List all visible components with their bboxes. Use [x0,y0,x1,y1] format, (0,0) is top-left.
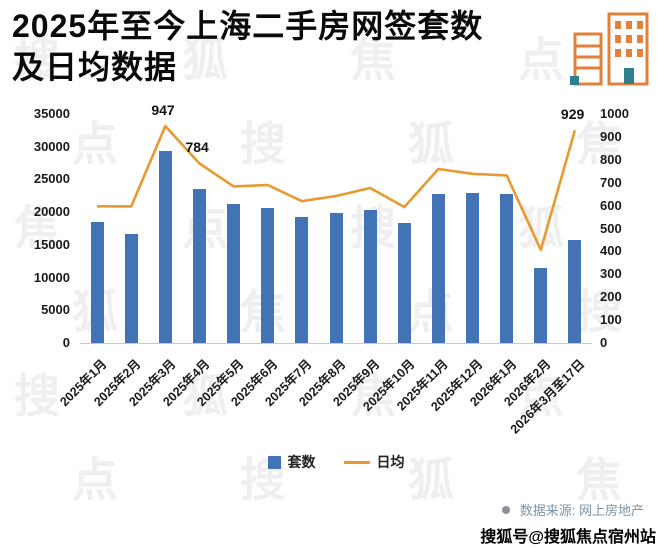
bar-series-column [431,193,445,343]
bar-series-column [534,268,548,343]
right-axis-tick: 700 [600,174,622,190]
page-title: 2025年至今上海二手房网签套数 及日均数据 [12,6,483,88]
bar-series-column [568,239,582,343]
left-axis: 0 5000 10000 15000 20000 25000 30000 35000 [0,106,72,350]
right-axis-tick: 1000 [600,106,629,121]
legend-bar-label: 套数 [287,454,316,470]
plot-area: 947 784 929 [80,102,592,344]
bar-series-column [124,233,138,343]
right-axis-tick: 0 [600,335,608,350]
data-source-label: 数据来源: 网上房地产 [519,503,644,518]
bar-series-column [295,217,309,343]
right-axis-tick: 200 [600,289,622,305]
x-axis: 2025年1月 2025年2月 2025年3月 2025年4月 2025年5月 2025年… [58,348,592,458]
data-source: 数据来源: 网上房地产 [501,500,644,519]
right-axis-tick: 300 [600,266,622,282]
left-axis-tick: 35000 [33,106,70,121]
line-point-label: 947 [151,102,175,119]
bar-series-column [363,210,377,343]
left-axis-tick: 25000 [33,171,70,187]
page-title-line1: 2025年至今上海二手房网签套数 [12,8,484,44]
right-axis-tick: 100 [600,312,622,328]
chart-legend: 套数 日均 [80,452,592,472]
sohu-account: 搜狐号@搜狐焦点宿州站 [480,529,656,546]
bar-series-column [500,194,514,343]
right-axis-tick: 500 [600,220,622,236]
left-axis-tick: 20000 [33,204,70,220]
line-point-label: 929 [560,106,585,123]
buildings-icon [570,12,649,86]
line-series [97,124,577,252]
left-axis-tick: 30000 [33,138,70,154]
bar-series-column [227,204,241,343]
right-axis-tick: 900 [600,128,622,144]
left-axis-tick: 10000 [33,269,70,285]
bar-series-column [90,221,104,343]
right-axis-tick: 400 [600,243,622,259]
bar-series-column [158,150,172,343]
right-axis-tick: 600 [600,197,622,213]
bar-series-column [466,193,480,343]
line-point-label: 784 [185,139,209,156]
bar-series-column [329,212,343,343]
page-title-line2: 及日均数据 [12,48,178,85]
right-axis: 0 100 200 300 400 500 600 700 800 900 1000 [600,106,658,350]
bar-series-column [397,222,411,343]
bar-series-column [261,207,275,343]
bar-series-column [192,189,206,343]
legend-line-label: 日均 [376,454,405,470]
source-bullet-icon [501,505,510,514]
legend-item-bars: 套数 [267,452,316,472]
legend-item-line: 日均 [343,452,405,472]
left-axis-tick: 0 [62,335,70,350]
left-axis-tick: 15000 [33,236,70,252]
legend-bar-swatch [267,455,281,469]
legend-line-swatch [343,460,370,464]
right-axis-tick: 800 [600,151,622,167]
left-axis-tick: 5000 [41,302,70,318]
